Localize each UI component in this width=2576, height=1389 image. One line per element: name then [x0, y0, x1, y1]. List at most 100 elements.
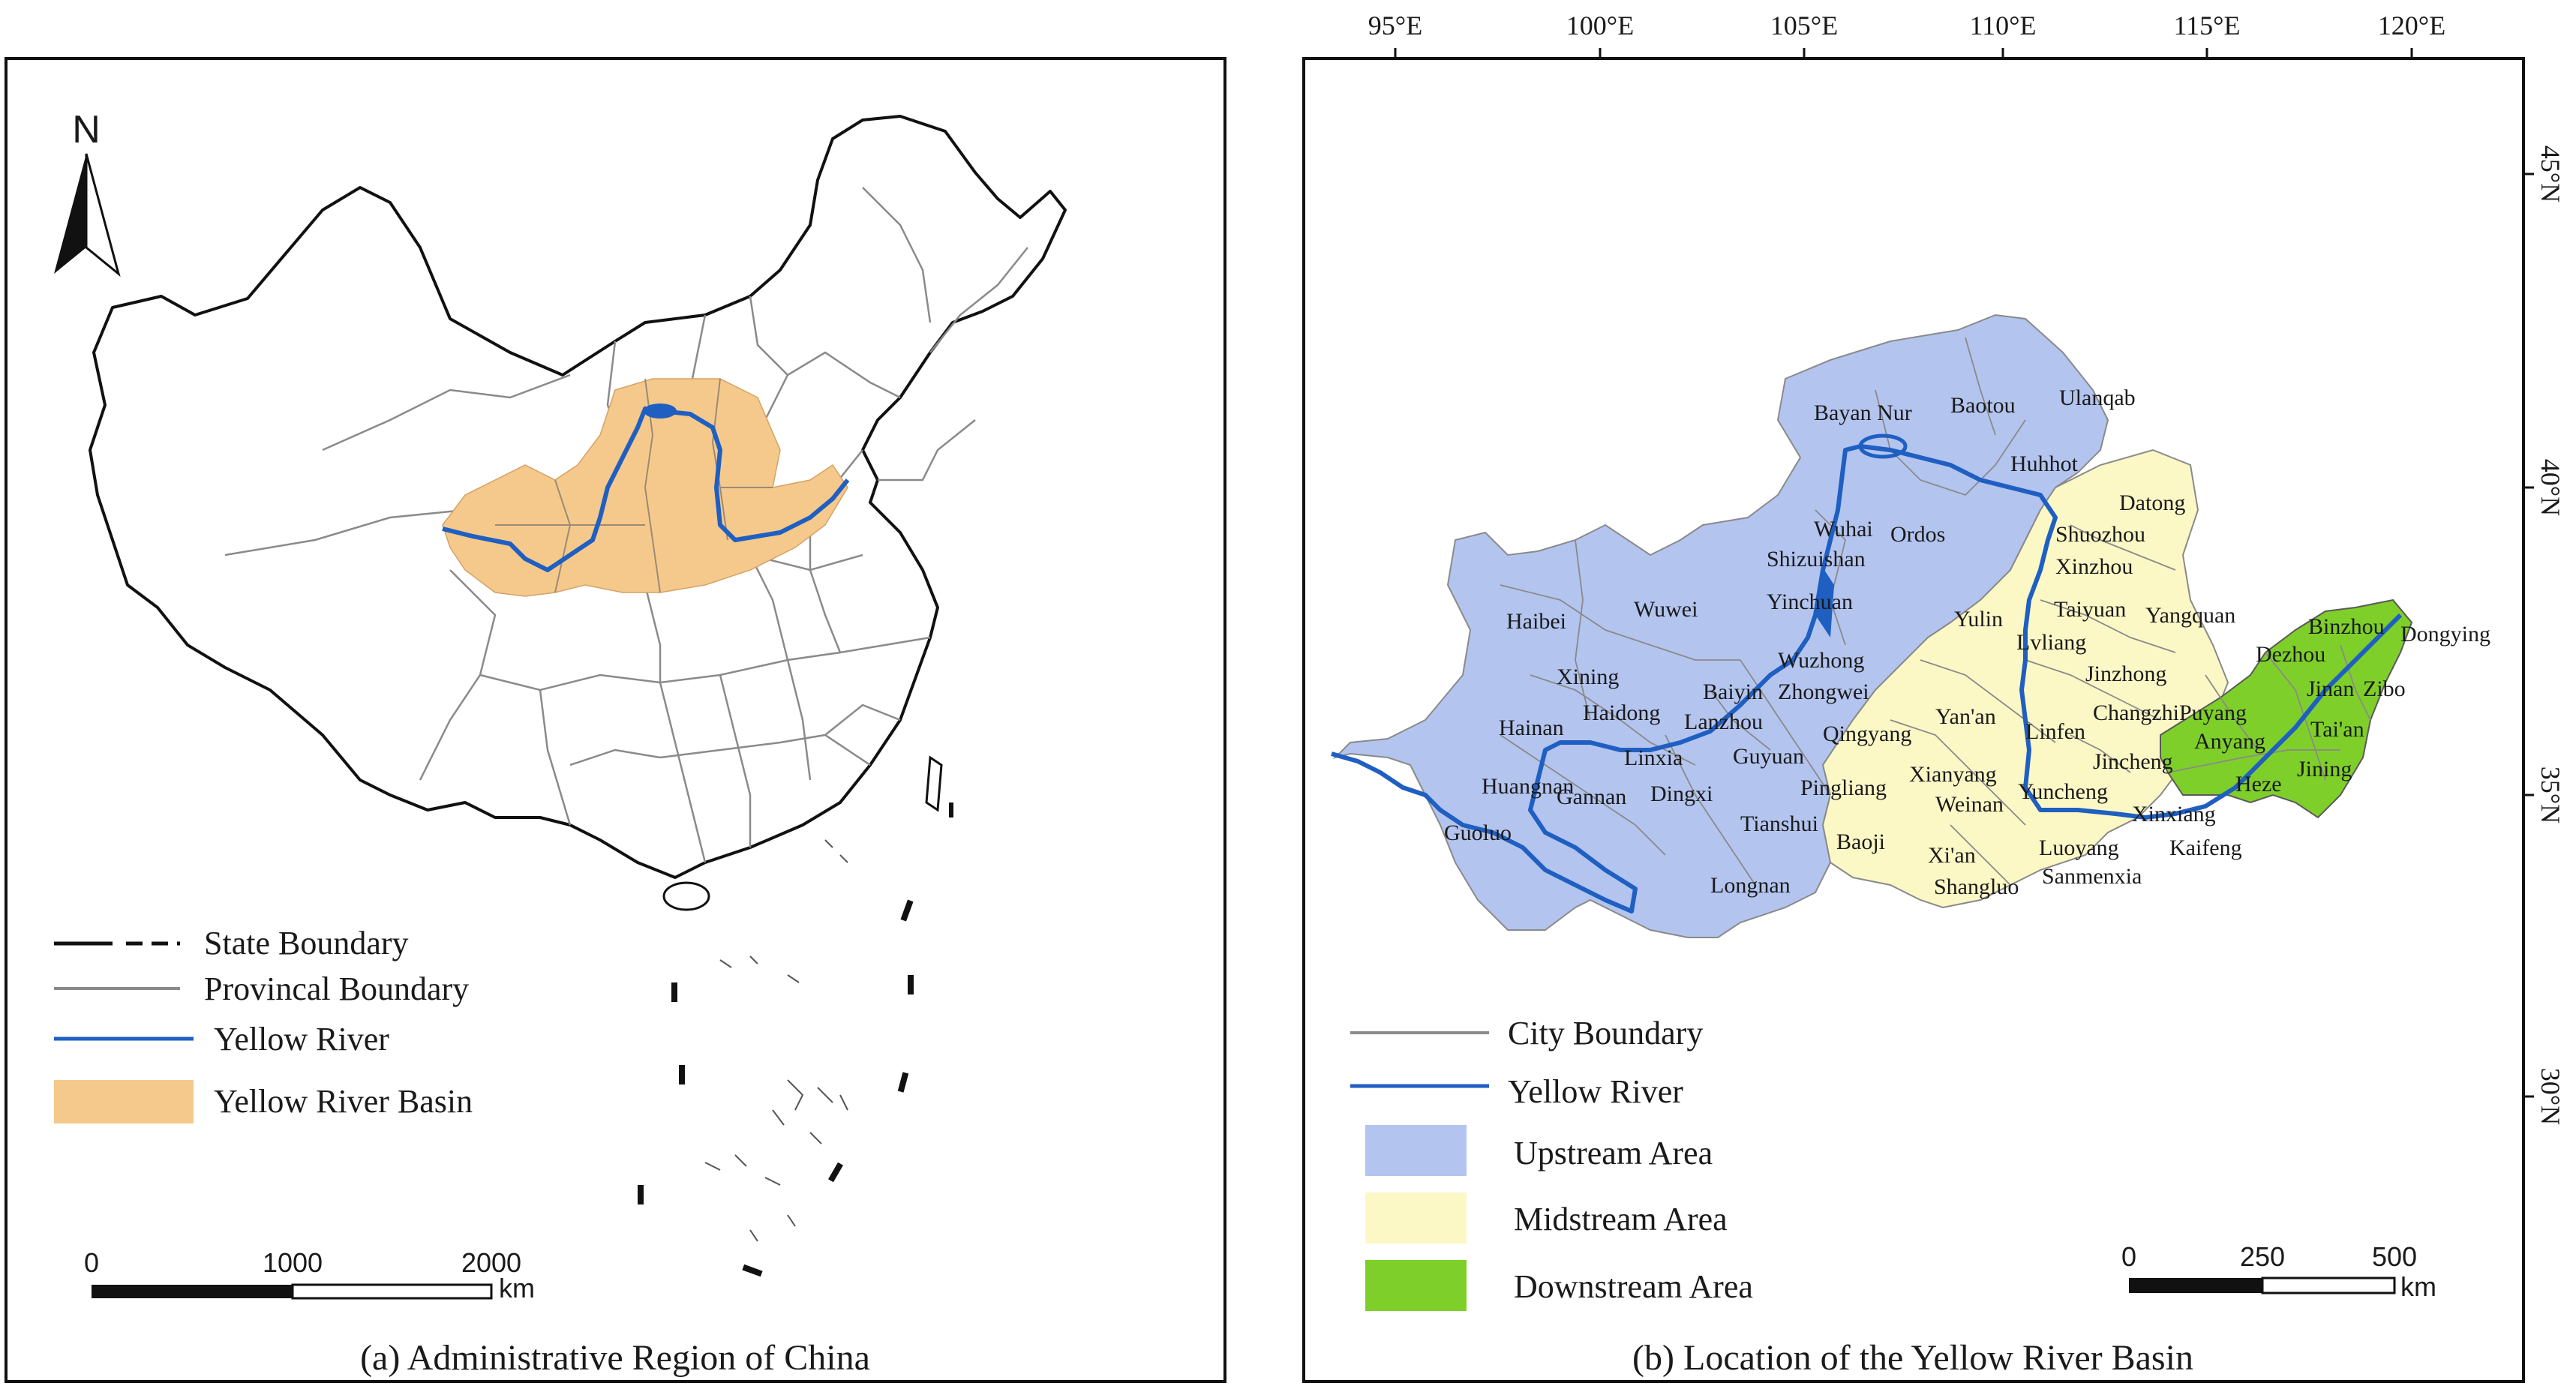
- city-taiyuan: Taiyuan: [2054, 597, 2126, 622]
- city-qingyang: Qingyang: [1823, 722, 1911, 746]
- city-puyang: Puyang: [2179, 700, 2247, 725]
- hainan-island: [662, 881, 710, 911]
- lon-120: 120°E: [2378, 10, 2445, 40]
- city-yinchuan: Yinchuan: [1767, 590, 1853, 614]
- scale-b-250: 250: [2240, 1241, 2285, 1272]
- lon-100: 100°E: [1566, 10, 1634, 40]
- city-xianyang: Xianyang: [1909, 762, 1997, 787]
- city-yangquan: Yangquan: [2145, 603, 2235, 628]
- legend-upstream: Upstream Area: [1514, 1135, 1713, 1172]
- caption-b: (b) Location of the Yellow River Basin: [1632, 1338, 2193, 1378]
- city-xian: Xi'an: [1928, 843, 1976, 868]
- city-labels: Bayan Nur Baotou Ulanqab Huhhot Datong W…: [1444, 386, 2490, 899]
- scale-b-black: [2129, 1278, 2262, 1293]
- scale-a-0: 0: [84, 1247, 99, 1278]
- south-china-sea-islands: [704, 839, 848, 1242]
- scale-bar-a: 0 1000 2000 km: [84, 1247, 535, 1304]
- downstream-swatch: [1365, 1260, 1467, 1311]
- scale-a-2000: 2000: [461, 1247, 521, 1278]
- city-anyang: Anyang: [2194, 729, 2265, 754]
- lat-40: 40°N: [2535, 459, 2565, 516]
- city-shangluo: Shangluo: [1934, 874, 2019, 899]
- midstream-swatch: [1365, 1192, 1467, 1244]
- city-baotou: Baotou: [1950, 393, 2016, 418]
- city-dingxi: Dingxi: [1650, 782, 1713, 806]
- city-dezhou: Dezhou: [2256, 642, 2325, 667]
- legend-yellow-river-b: Yellow River: [1508, 1073, 1683, 1110]
- caption-a: (a) Administrative Region of China: [360, 1338, 870, 1378]
- scale-bar-b: 0 250 500 km: [2121, 1241, 2436, 1302]
- city-xinzhou: Xinzhou: [2055, 554, 2133, 579]
- city-wuhai: Wuhai: [1814, 517, 1873, 542]
- legend-state-boundary: State Boundary: [204, 925, 409, 962]
- city-weinan: Weinan: [1935, 792, 2004, 817]
- city-jinzhong: Jinzhong: [2085, 662, 2166, 686]
- city-haidong: Haidong: [1583, 700, 1660, 725]
- upstream-swatch: [1365, 1125, 1467, 1176]
- taiwan-island: [925, 755, 943, 812]
- city-huangnan: Huangnan: [1482, 774, 1574, 799]
- yellow-river-bend-a: [644, 404, 677, 418]
- city-dongying: Dongying: [2400, 622, 2490, 646]
- city-shuozhou: Shuozhou: [2055, 522, 2145, 547]
- city-lvliang: Lvliang: [2016, 630, 2086, 655]
- midstream-area-east: [1830, 788, 1845, 825]
- legend-downstream: Downstream Area: [1514, 1268, 1753, 1305]
- city-huhhot: Huhhot: [2010, 452, 2079, 476]
- scale-a-white: [291, 1283, 493, 1300]
- legend-b: City Boundary Yellow River Upstream Area…: [1350, 1015, 1753, 1311]
- city-jinan: Jinan: [2307, 676, 2354, 701]
- scale-b-unit: km: [2400, 1271, 2436, 1302]
- lon-110: 110°E: [1969, 10, 2036, 40]
- city-linxia: Linxia: [1624, 746, 1683, 770]
- legend-yellow-river-a: Yellow River: [214, 1021, 389, 1058]
- yellow-river-wide-b: [1815, 570, 1834, 638]
- city-jining: Jining: [2297, 757, 2352, 782]
- city-changzhi: Changzhi: [2093, 700, 2179, 725]
- city-zibo: Zibo: [2363, 676, 2406, 701]
- city-datong: Datong: [2119, 490, 2185, 515]
- city-boundaries: [1500, 337, 2371, 886]
- city-bayan-nur: Bayan Nur: [1814, 400, 1912, 425]
- lon-105: 105°E: [1770, 10, 1838, 40]
- lat-45: 45°N: [2535, 146, 2565, 202]
- city-haibei: Haibei: [1506, 609, 1566, 634]
- latitude-ticks: 45°N 40°N 35°N 30°N: [2523, 146, 2565, 1125]
- city-baiyin: Baiyin: [1703, 680, 1763, 704]
- city-longnan: Longnan: [1710, 873, 1791, 898]
- yellow-river-line-b: [1331, 444, 2403, 914]
- city-xining: Xining: [1557, 664, 1619, 689]
- scale-a-black: [92, 1285, 293, 1298]
- city-ulanqab: Ulanqab: [2059, 386, 2136, 410]
- city-kaifeng: Kaifeng: [2169, 836, 2242, 860]
- city-zhongwei: Zhongwei: [1778, 680, 1869, 704]
- north-arrow: N: [54, 108, 121, 278]
- city-taian: Tai'an: [2310, 717, 2364, 742]
- city-pingliang: Pingliang: [1800, 776, 1887, 800]
- city-heze: Heze: [2235, 772, 2282, 796]
- city-jincheng: Jincheng: [2093, 749, 2173, 774]
- city-ordos: Ordos: [1890, 522, 1945, 547]
- city-lanzhou: Lanzhou: [1684, 710, 1763, 734]
- city-gannan: Gannan: [1557, 784, 1626, 809]
- midstream-area: [1821, 448, 2229, 909]
- city-xinxiang: Xinxiang: [2132, 802, 2216, 826]
- legend-basin: Yellow River Basin: [214, 1083, 473, 1120]
- city-guoluo: Guoluo: [1444, 820, 1512, 845]
- city-linfen: Linfen: [2025, 719, 2085, 744]
- yellow-river-loop-b: [1858, 434, 1908, 459]
- city-guyuan: Guyuan: [1733, 744, 1804, 769]
- lon-115: 115°E: [2173, 10, 2240, 40]
- legend-a: State Boundary Provincal Boundary Yellow…: [54, 925, 473, 1124]
- basin-swatch: [54, 1080, 194, 1124]
- panel-a: N State Boundary Provincal Boundary Yell…: [5, 57, 1226, 1383]
- north-label: N: [72, 108, 101, 152]
- scale-b-0: 0: [2121, 1241, 2136, 1272]
- longitude-ticks: 95°E 100°E 105°E 110°E 115°E 120°E: [1368, 10, 2445, 58]
- south-china-sea-dashes: [638, 802, 953, 1277]
- city-luoyang: Luoyang: [2039, 836, 2119, 860]
- legend-city-boundary: City Boundary: [1508, 1015, 1703, 1052]
- city-yanan: Yan'an: [1935, 704, 1996, 729]
- scale-b-white: [2261, 1276, 2396, 1294]
